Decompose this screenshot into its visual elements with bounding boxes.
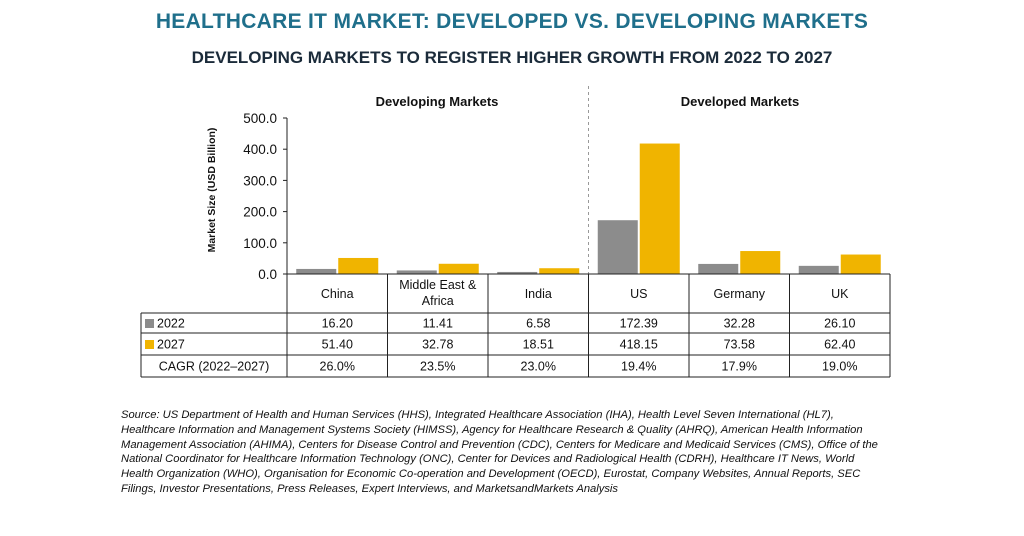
- bar-2022-middle-east-africa: [396, 270, 437, 274]
- source-note: Source: US Department of Health and Huma…: [121, 409, 878, 495]
- cagr-value: 26.0%: [320, 360, 355, 374]
- chart-title: HEALTHCARE IT MARKET: DEVELOPED VS. DEVE…: [155, 10, 869, 33]
- data-label-2027: 73.58: [724, 338, 755, 352]
- y-tick-label: 200.0: [243, 205, 277, 220]
- data-label-2027: 32.78: [422, 338, 453, 352]
- cagr-value: 23.0%: [521, 360, 556, 374]
- y-tick-label: 100.0: [243, 236, 277, 251]
- data-label-2022: 172.39: [620, 317, 658, 331]
- bar-2022-us: [597, 220, 638, 274]
- cagr-value: 19.4%: [621, 360, 656, 374]
- bar-2027-us: [639, 143, 680, 274]
- bar-2027-uk: [840, 254, 881, 274]
- category-label: US: [630, 287, 647, 301]
- data-label-2027: 62.40: [824, 338, 855, 352]
- data-label-2027: 51.40: [322, 338, 353, 352]
- data-label-2022: 26.10: [824, 317, 855, 331]
- legend-label-2022: 2022: [157, 317, 185, 331]
- category-label: Middle East &: [399, 278, 477, 292]
- data-label-2022: 6.58: [526, 317, 550, 331]
- chart-subtitle: DEVELOPING MARKETS TO REGISTER HIGHER GR…: [191, 48, 833, 67]
- y-tick-label: 400.0: [243, 142, 277, 157]
- chart-area: 0.0 100.0 200.0 300.0 400.0 500.0 China Middle …: [140, 86, 891, 378]
- bar-2027-china: [338, 257, 379, 274]
- bar-2027-india: [539, 268, 580, 274]
- data-label-2022: 32.28: [724, 317, 755, 331]
- cagr-value: 17.9%: [722, 360, 757, 374]
- category-label: China: [321, 287, 354, 301]
- data-label-2027: 418.15: [620, 338, 658, 352]
- cagr-value: 19.0%: [822, 360, 857, 374]
- category-label: UK: [831, 287, 849, 301]
- cagr-value: 23.5%: [420, 360, 455, 374]
- legend-swatch-2022: [145, 319, 154, 328]
- category-label: India: [525, 287, 552, 301]
- category-label: Africa: [422, 294, 454, 308]
- category-label: Germany: [714, 287, 766, 301]
- group-label-developed: Developed Markets: [680, 94, 800, 109]
- bar-2027-germany: [740, 251, 781, 274]
- bar-2022-china: [296, 268, 337, 274]
- bar-2022-uk: [798, 265, 839, 274]
- data-label-2022: 11.41: [423, 317, 453, 331]
- data-label-2022: 16.20: [322, 317, 353, 331]
- bar-2027-middle-east-africa: [438, 263, 479, 274]
- legend-swatch-2027: [145, 340, 154, 349]
- legend-label-2027: 2027: [157, 338, 185, 352]
- bar-2022-germany: [698, 263, 739, 274]
- data-label-2027: 18.51: [523, 338, 554, 352]
- y-tick-label: 0.0: [258, 267, 277, 282]
- cagr-row-label: CAGR (2022–2027): [159, 360, 269, 374]
- y-tick-label: 500.0: [243, 111, 277, 126]
- group-label-developing: Developing Markets: [375, 94, 499, 109]
- y-tick-label: 300.0: [243, 173, 277, 188]
- bar-2022-india: [497, 271, 538, 274]
